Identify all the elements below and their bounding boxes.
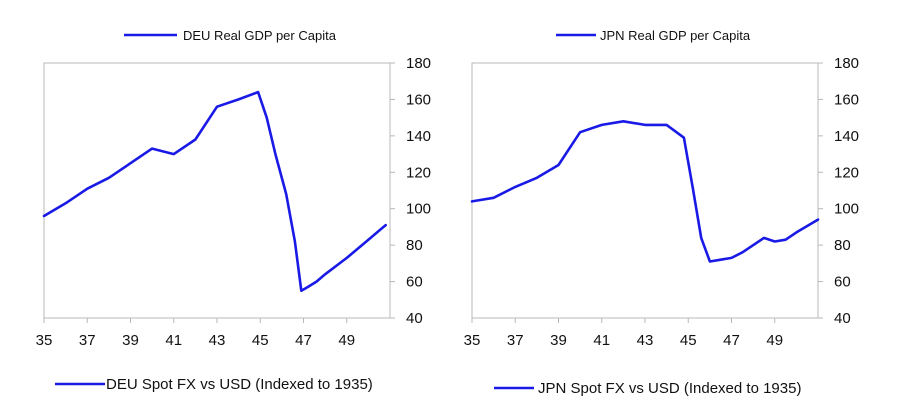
chart-jpn: 40 60 80 100 120 140 160 180 35 37 39 41 43 45 47 49 JPN… [464, 28, 859, 397]
y-tick-label: 80 [406, 237, 423, 254]
x-tick-label: 39 [550, 332, 567, 349]
y-tick-label: 160 [406, 91, 431, 108]
y-tick-label: 60 [406, 274, 423, 291]
series-line-jpn [470, 120, 820, 263]
y-tick-label: 40 [834, 310, 851, 327]
x-tick-label: 37 [507, 332, 524, 349]
x-tick-label: 47 [723, 332, 740, 349]
x-tick-label: 37 [79, 332, 96, 349]
series-line-deu [42, 90, 388, 293]
y-tick-label: 180 [406, 55, 431, 72]
x-tick-label: 35 [36, 332, 53, 349]
y-tick-label: 140 [834, 128, 859, 145]
x-tick-label: 47 [295, 332, 312, 349]
y-tick-label: 100 [406, 201, 431, 218]
top-legend-label: JPN Real GDP per Capita [600, 28, 751, 43]
y-tick-label: 40 [406, 310, 423, 327]
y-tick-label: 160 [834, 91, 859, 108]
top-legend-label: DEU Real GDP per Capita [183, 28, 337, 43]
chart-deu: 40 60 80 100 120 140 160 180 35 37 39 41 43 45 47 49 DEU… [36, 28, 431, 393]
bottom-legend-label: JPN Spot FX vs USD (Indexed to 1935) [538, 380, 801, 397]
y-tick-label: 120 [406, 164, 431, 181]
x-tick-label: 45 [252, 332, 269, 349]
y-tick-label: 120 [834, 164, 859, 181]
x-tick-label: 43 [209, 332, 226, 349]
x-tick-label: 39 [122, 332, 139, 349]
y-tick-label: 140 [406, 128, 431, 145]
y-tick-label: 60 [834, 274, 851, 291]
y-tick-label: 80 [834, 237, 851, 254]
x-tick-label: 49 [338, 332, 355, 349]
plot-frame [471, 62, 819, 319]
plot-frame [43, 62, 391, 319]
y-tick-label: 100 [834, 201, 859, 218]
x-tick-label: 41 [165, 332, 182, 349]
x-tick-label: 43 [637, 332, 654, 349]
x-tick-label: 41 [593, 332, 610, 349]
x-tick-label: 45 [680, 332, 697, 349]
x-tick-label: 49 [766, 332, 783, 349]
x-tick-label: 35 [464, 332, 481, 349]
y-tick-label: 180 [834, 55, 859, 72]
bottom-legend-label: DEU Spot FX vs USD (Indexed to 1935) [106, 376, 373, 393]
